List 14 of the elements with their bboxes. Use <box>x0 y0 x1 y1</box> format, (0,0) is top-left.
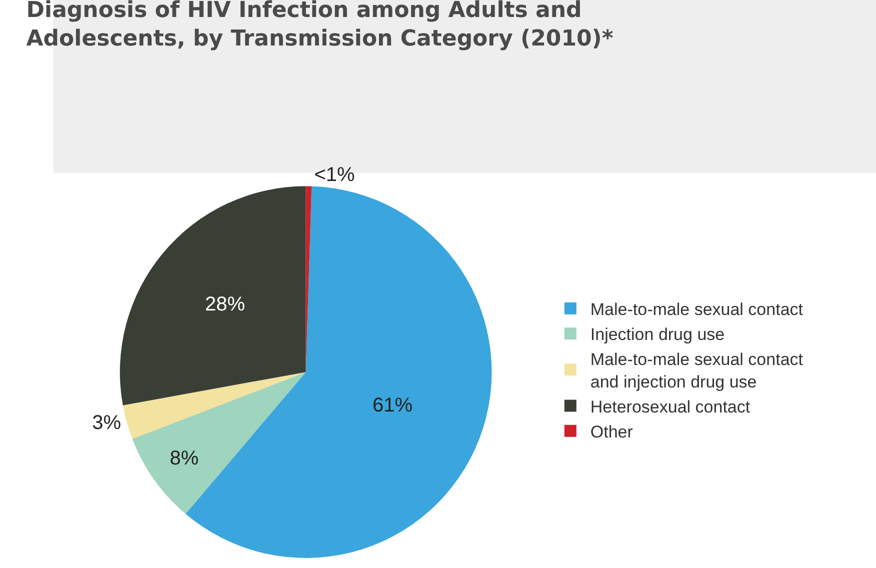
data-label: 8% <box>170 447 199 470</box>
data-label: 3% <box>92 412 122 434</box>
legend-label: Male-to-male sexual contact <box>590 300 804 320</box>
legend-label: Heterosexual contact <box>590 397 750 416</box>
data-label: 61% <box>372 394 413 416</box>
legend-label: Male-to-male sexual contact and injection drug use <box>590 350 804 392</box>
pie-slice <box>120 186 306 406</box>
pie-slice <box>132 372 306 514</box>
pie-slice <box>122 372 306 439</box>
data-label: <1% <box>314 164 356 186</box>
data-label: 28% <box>204 294 246 316</box>
legend-label: Injection drug use <box>590 325 725 344</box>
chart-title: Diagnosis of HIV Infection among Adults and Adolescents, by Transmission Category (2010)* <box>26 0 614 52</box>
legend-label: Other <box>590 422 634 442</box>
